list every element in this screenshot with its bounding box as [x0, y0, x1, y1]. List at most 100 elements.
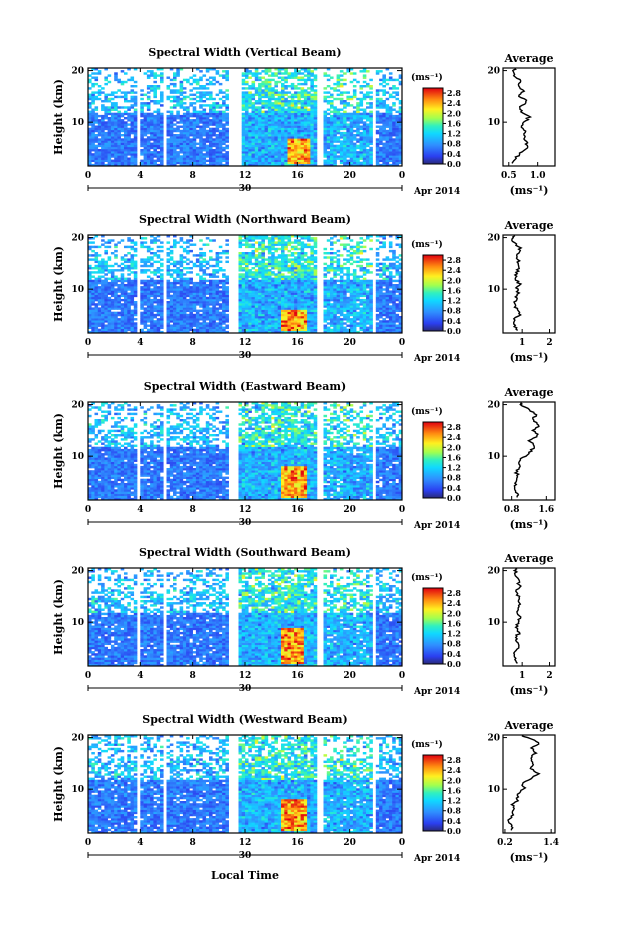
heatmap-cell: [297, 151, 301, 153]
heatmap-cell: [216, 130, 220, 132]
date-label: Apr 2014: [413, 187, 460, 197]
heatmap-cell: [147, 102, 151, 104]
heatmap-cell: [379, 160, 383, 162]
heatmap-cell: [170, 320, 174, 322]
heatmap-cell: [360, 121, 364, 123]
heatmap-cell: [203, 312, 207, 314]
heatmap-cell: [199, 303, 203, 305]
heatmap-cell: [91, 329, 95, 331]
heatmap-cell: [265, 160, 269, 162]
heatmap-cell: [147, 307, 151, 309]
heatmap-cell: [95, 134, 99, 136]
heatmap-cell: [225, 123, 229, 125]
heatmap-cell: [369, 130, 373, 132]
heatmap-cell: [307, 132, 311, 134]
heatmap-cell: [265, 143, 269, 145]
heatmap-cell: [134, 263, 138, 265]
heatmap-cell: [346, 102, 350, 104]
heatmap-cell: [144, 147, 148, 149]
heatmap-cell: [343, 106, 347, 108]
heatmap-cell: [101, 239, 105, 241]
heatmap-cell: [189, 318, 193, 320]
heatmap-cell: [396, 123, 400, 125]
heatmap-cell: [376, 119, 380, 121]
heatmap-cell: [140, 132, 144, 134]
heatmap-cell: [167, 115, 171, 117]
heatmap-cell: [150, 278, 154, 280]
heatmap-cell: [144, 113, 148, 115]
heatmap-cell: [147, 265, 151, 267]
heatmap-cell: [117, 162, 121, 164]
heatmap-cell: [173, 74, 177, 76]
heatmap-cell: [288, 104, 292, 106]
heatmap-cell: [376, 104, 380, 106]
heatmap-cell: [382, 85, 386, 87]
heatmap-cell: [225, 70, 229, 72]
heatmap-cell: [248, 153, 252, 155]
heatmap-cell: [144, 155, 148, 157]
heatmap-cell: [274, 74, 278, 76]
heatmap-cell: [176, 72, 180, 74]
heatmap-cell: [91, 254, 95, 256]
heatmap-cell: [337, 98, 341, 100]
heatmap-cell: [140, 305, 144, 307]
heatmap-cell: [203, 158, 207, 160]
heatmap-cell: [242, 123, 246, 125]
heatmap-cell: [209, 113, 213, 115]
heatmap-cell: [396, 87, 400, 89]
heatmap-cell: [203, 310, 207, 312]
heatmap-cell: [95, 282, 99, 284]
heatmap-cell: [261, 158, 265, 160]
heatmap-cell: [189, 130, 193, 132]
heatmap-cell: [160, 297, 164, 299]
heatmap-cell: [91, 276, 95, 278]
heatmap-cell: [98, 91, 102, 93]
heatmap-cell: [108, 256, 112, 258]
heatmap-cell: [127, 117, 131, 119]
heatmap-cell: [206, 286, 210, 288]
heatmap-cell: [274, 145, 278, 147]
heatmap-cell: [153, 81, 157, 83]
heatmap-cell: [307, 158, 311, 160]
heatmap-cell: [114, 104, 118, 106]
heatmap-cell: [268, 149, 272, 151]
heatmap-cell: [222, 128, 226, 130]
heatmap-cell: [252, 140, 256, 142]
heatmap-cell: [131, 239, 135, 241]
heatmap-cell: [363, 121, 367, 123]
heatmap-cell: [199, 145, 203, 147]
heatmap-cell: [327, 85, 331, 87]
heatmap-cell: [363, 160, 367, 162]
heatmap-cell: [140, 119, 144, 121]
heatmap-cell: [104, 145, 108, 147]
heatmap-cell: [314, 85, 318, 87]
heatmap-cell: [160, 273, 164, 275]
heatmap-cell: [111, 322, 115, 324]
heatmap-cell: [186, 246, 190, 248]
heatmap-cell: [297, 79, 301, 81]
heatmap-cell: [114, 151, 118, 153]
heatmap-cell: [278, 121, 282, 123]
heatmap-cell: [271, 115, 275, 117]
heatmap-cell: [196, 261, 200, 263]
heatmap-cell: [392, 91, 396, 93]
heatmap-cell: [206, 307, 210, 309]
heatmap-cell: [104, 106, 108, 108]
heatmap-cell: [314, 111, 318, 113]
heatmap-cell: [271, 121, 275, 123]
heatmap-cell: [209, 265, 213, 267]
heatmap-cell: [369, 143, 373, 145]
heatmap-cell: [124, 136, 128, 138]
heatmap-cell: [160, 74, 164, 76]
heatmap-cell: [121, 83, 125, 85]
heatmap-cell: [147, 162, 151, 164]
heatmap-cell: [140, 295, 144, 297]
heatmap-cell: [108, 288, 112, 290]
heatmap-cell: [366, 106, 370, 108]
heatmap-cell: [121, 130, 125, 132]
heatmap-cell: [104, 329, 108, 331]
heatmap-cell: [288, 96, 292, 98]
heatmap-cell: [333, 145, 337, 147]
heatmap-cell: [167, 147, 171, 149]
heatmap-cell: [186, 307, 190, 309]
